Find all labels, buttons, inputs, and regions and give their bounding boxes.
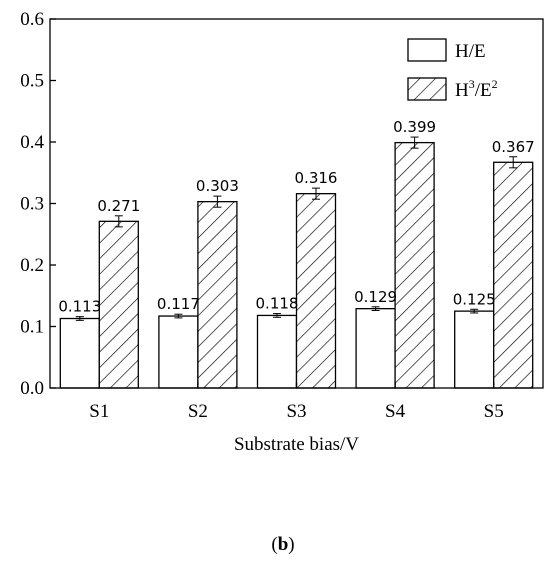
legend-swatch-h3-e2 <box>407 77 447 101</box>
legend-label-h-e: H/E <box>455 41 486 62</box>
error-bar-h-e-s3 <box>273 313 281 318</box>
x-tick-label-s5: S5 <box>484 401 504 422</box>
data-label-h3-e2-s2: 0.303 <box>196 177 239 195</box>
bars-group <box>59 141 534 389</box>
bar-h3-e2-s5 <box>493 161 534 389</box>
bar-h-e-s1 <box>59 317 100 389</box>
legend: H/E H3/E2 <box>407 38 498 101</box>
data-label-h-e-s2: 0.117 <box>157 295 200 313</box>
legend-label-h3-e2-sup2: 2 <box>492 77 498 91</box>
legend-label-h3-e2-mid: /E <box>475 80 492 101</box>
data-label-h3-e2-s1: 0.271 <box>97 197 140 215</box>
x-tick-label-s1: S1 <box>89 401 109 422</box>
bar-h3-e2-s3 <box>295 193 337 389</box>
error-bar-h-e-s2 <box>174 313 183 319</box>
caption-close-paren: ) <box>288 534 294 555</box>
bar-h3-e2-s2 <box>197 201 238 389</box>
y-tick-label-3: 0.3 <box>20 194 44 215</box>
data-label-h3-e2-s4: 0.399 <box>393 118 436 136</box>
bar-h3-e2-s4 <box>394 141 435 389</box>
legend-label-h3-e2: H3/E2 <box>455 77 498 101</box>
error-bar-h3-e2-s1 <box>114 215 123 228</box>
error-bar-h-e-s1 <box>75 316 84 321</box>
data-label-h3-e2-s3: 0.316 <box>295 169 338 187</box>
y-tick-label-2: 0.2 <box>20 255 44 276</box>
bar-h-e-s2 <box>158 315 199 389</box>
x-axis-title: Substrate bias/V <box>234 434 359 455</box>
bar-h3-e2-s1 <box>98 220 139 389</box>
data-label-h3-e2-s5: 0.367 <box>492 138 535 156</box>
legend-label-h3-e2-base: H <box>455 80 469 101</box>
y-tick-label-1: 0.1 <box>20 317 44 338</box>
y-tick-label-6: 0.6 <box>20 9 44 30</box>
y-tick-label-0: 0.0 <box>20 378 44 399</box>
y-axis: 0.0 0.1 0.2 0.3 0.4 0.5 0.6 <box>20 9 56 399</box>
x-tick-label-s3: S3 <box>286 401 306 422</box>
error-bar-h-e-s4 <box>371 306 380 312</box>
y-tick-label-5: 0.5 <box>20 71 44 92</box>
x-tick-label-s2: S2 <box>188 401 208 422</box>
error-bar-h3-e2-s3 <box>312 187 320 200</box>
bar-h-e-s3 <box>256 314 298 389</box>
error-bar-h3-e2-s5 <box>509 156 518 169</box>
figure-caption: (b) <box>271 534 294 555</box>
x-tick-label-s4: S4 <box>385 401 406 422</box>
data-label-h-e-s5: 0.125 <box>453 290 496 308</box>
error-bar-h3-e2-s2 <box>213 195 222 208</box>
x-axis: S1 S2 S3 S4 S5 <box>89 382 504 422</box>
bar-h-e-s4 <box>355 308 396 389</box>
data-label-h-e-s1: 0.113 <box>58 298 101 316</box>
data-label-h-e-s4: 0.129 <box>354 288 397 306</box>
caption-open-paren: ( <box>271 534 277 555</box>
legend-label-h3-e2-sup1: 3 <box>469 77 475 91</box>
legend-swatch-h-e <box>407 38 447 62</box>
error-bars-group <box>75 136 518 321</box>
data-label-h-e-s3: 0.118 <box>256 295 299 313</box>
error-bar-h-e-s5 <box>470 308 479 314</box>
y-tick-label-4: 0.4 <box>20 132 44 153</box>
error-bar-h3-e2-s4 <box>410 136 419 149</box>
caption-letter: b <box>278 534 289 555</box>
data-labels-group: 0.113 0.271 0.117 0.303 0.118 0.316 0.129 0.399… <box>58 118 534 316</box>
bar-h-e-s5 <box>454 310 495 389</box>
